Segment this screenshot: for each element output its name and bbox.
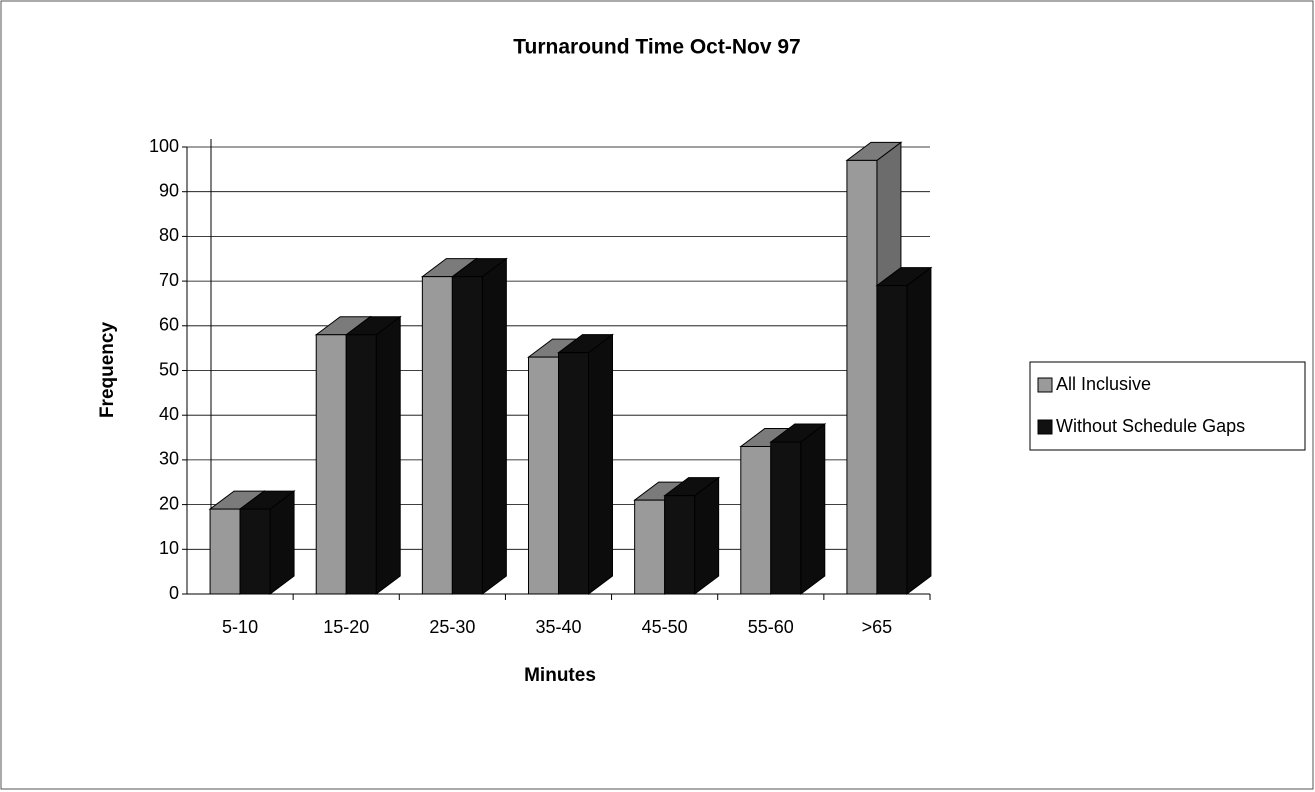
bar: [528, 356, 559, 595]
bar-side: [375, 315, 401, 595]
x-tick-label: >65: [862, 617, 893, 637]
y-tick-label: 30: [159, 449, 179, 469]
legend-swatch: [1037, 419, 1053, 435]
bar-side: [481, 257, 507, 595]
y-axis-title: Frequency: [97, 322, 118, 419]
x-tick-label: 15-20: [323, 617, 369, 637]
bar: [451, 276, 483, 595]
y-tick-label: 90: [159, 180, 179, 200]
y-tick-label: 50: [159, 359, 179, 379]
legend-label: All Inclusive: [1056, 374, 1151, 394]
bar: [846, 159, 878, 595]
y-tick-label: 20: [159, 493, 179, 513]
y-tick-label: 80: [159, 225, 179, 245]
bar: [209, 508, 241, 595]
chart-title: Turnaround Time Oct-Nov 97: [513, 36, 800, 59]
y-tick-label: 0: [169, 583, 179, 603]
bar: [770, 441, 802, 595]
bar: [740, 445, 772, 595]
bar: [558, 352, 589, 595]
bar-side: [694, 476, 720, 595]
y-tick-label: 60: [159, 315, 179, 335]
bar: [634, 499, 666, 595]
y-tick-label: 40: [159, 404, 179, 424]
x-tick-label: 45-50: [642, 617, 688, 637]
y-tick-label: 10: [159, 538, 179, 558]
bar: [876, 285, 908, 595]
x-tick-label: 25-30: [429, 617, 475, 637]
x-tick-label: 5-10: [222, 617, 258, 637]
bar: [315, 334, 347, 595]
bar-side: [906, 266, 932, 595]
y-tick-label: 70: [159, 270, 179, 290]
bar: [421, 276, 453, 595]
y-tick-label: 100: [149, 136, 179, 156]
x-axis-title: Minutes: [524, 665, 596, 686]
bar-side: [800, 423, 826, 595]
legend-label: Without Schedule Gaps: [1056, 416, 1245, 436]
bar: [239, 508, 271, 595]
bar: [664, 495, 696, 595]
bar: [345, 334, 377, 595]
legend-swatch: [1037, 377, 1053, 393]
x-tick-label: 35-40: [535, 617, 581, 637]
bar-side: [588, 333, 613, 595]
x-tick-label: 55-60: [748, 617, 794, 637]
legend-box: [1029, 361, 1306, 451]
